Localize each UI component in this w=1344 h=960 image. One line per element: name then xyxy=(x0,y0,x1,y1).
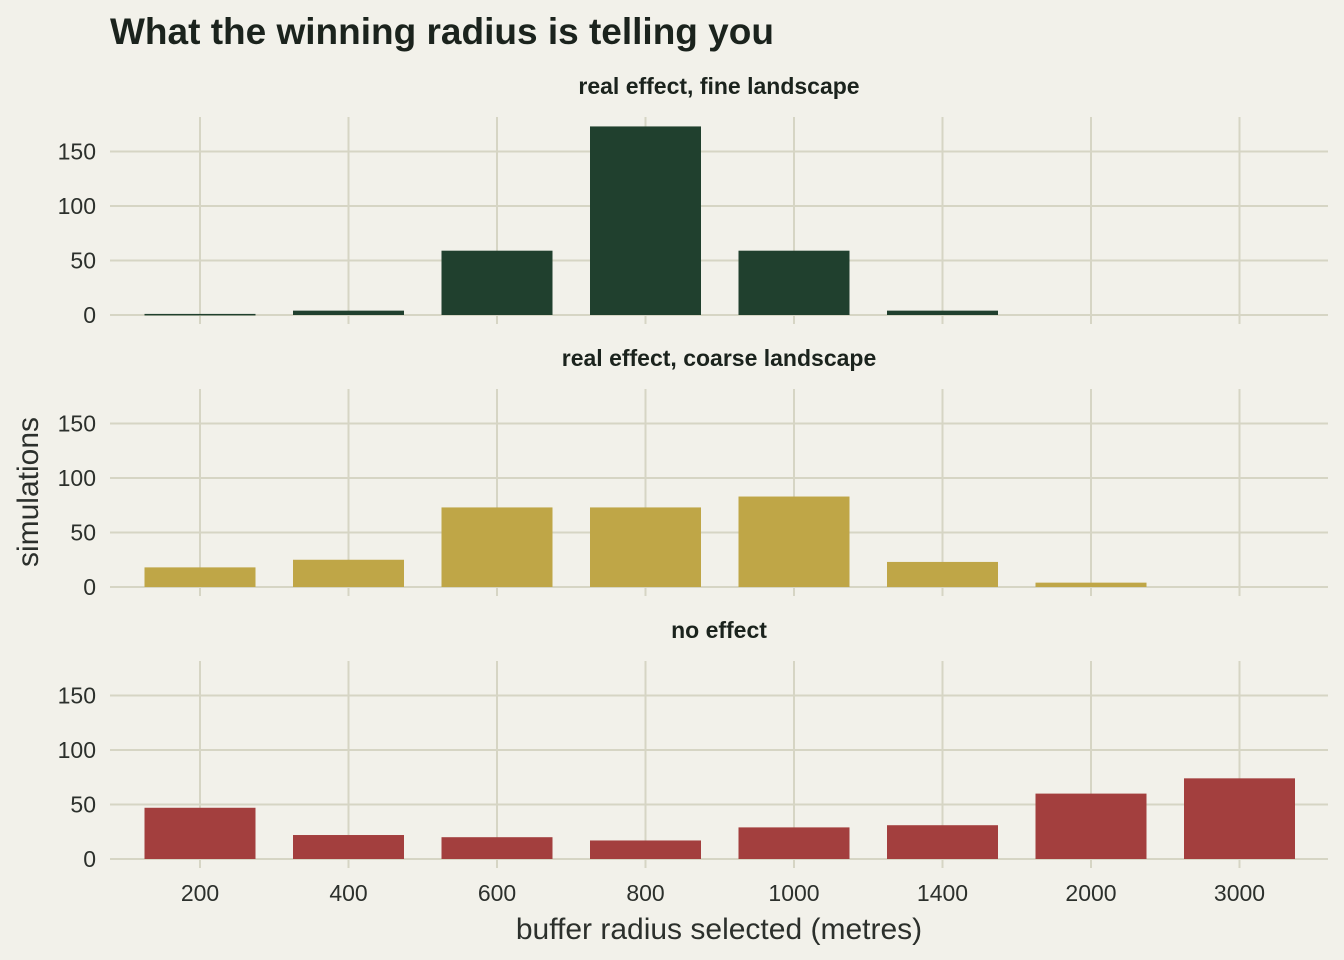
bar-600 xyxy=(441,250,553,315)
bar-400 xyxy=(293,310,404,315)
bar-2000 xyxy=(1035,793,1147,859)
bar-1000 xyxy=(738,827,850,859)
panels-layer: real effect, fine landscape050100150real… xyxy=(58,73,1328,906)
y-tick-label: 0 xyxy=(83,574,96,600)
x-tick-label: 1000 xyxy=(768,880,819,906)
bar-800 xyxy=(590,840,701,859)
y-tick-label: 150 xyxy=(58,411,96,437)
bar-1400 xyxy=(887,310,998,315)
bar-2000 xyxy=(1035,582,1147,587)
bar-200 xyxy=(144,567,256,587)
panel-label: real effect, coarse landscape xyxy=(562,345,877,371)
panel-3: no effect 0 50 100 150 200 400 600 800 1000 1400 20… xyxy=(58,617,1328,906)
panel-label: real effect, fine landscape xyxy=(578,73,859,99)
bar-1000 xyxy=(738,250,850,315)
y-tick-label: 150 xyxy=(58,139,96,165)
bar-1400 xyxy=(887,561,998,587)
bar-800 xyxy=(590,126,701,316)
bar-600 xyxy=(441,837,553,859)
bar-400 xyxy=(293,559,404,587)
y-tick-label: 50 xyxy=(70,792,96,818)
x-tick-label: 1400 xyxy=(917,880,968,906)
y-tick-label: 100 xyxy=(58,193,96,219)
x-tick-label: 3000 xyxy=(1214,880,1265,906)
x-axis-title: buffer radius selected (metres) xyxy=(516,913,922,946)
x-tick-label: 800 xyxy=(626,880,664,906)
bar-800 xyxy=(590,507,701,587)
panel-1: real effect, fine landscape 0 50 100 150 xyxy=(58,73,1328,328)
y-tick-label: 100 xyxy=(58,465,96,491)
bar-3000 xyxy=(1184,778,1295,859)
y-tick-label: 100 xyxy=(58,737,96,763)
x-tick-label: 200 xyxy=(181,880,219,906)
bar-200 xyxy=(144,807,256,859)
panel-label: no effect xyxy=(671,617,767,643)
bar-1400 xyxy=(887,825,998,859)
bar-1000 xyxy=(738,496,850,587)
y-tick-label: 50 xyxy=(70,248,96,274)
bar-600 xyxy=(441,507,553,587)
y-tick-label: 50 xyxy=(70,520,96,546)
chart-title: What the winning radius is telling you xyxy=(110,11,774,52)
panel-2: real effect, coarse landscape 0 50 100 150 xyxy=(58,345,1328,600)
y-axis-title: simulations xyxy=(12,417,45,567)
x-tick-label: 400 xyxy=(329,880,367,906)
y-tick-label: 0 xyxy=(83,846,96,872)
x-tick-label: 2000 xyxy=(1065,880,1116,906)
y-tick-label: 150 xyxy=(58,683,96,709)
x-tick-label: 600 xyxy=(478,880,516,906)
y-tick-label: 0 xyxy=(83,302,96,328)
bar-200 xyxy=(144,313,256,316)
bar-400 xyxy=(293,835,404,859)
